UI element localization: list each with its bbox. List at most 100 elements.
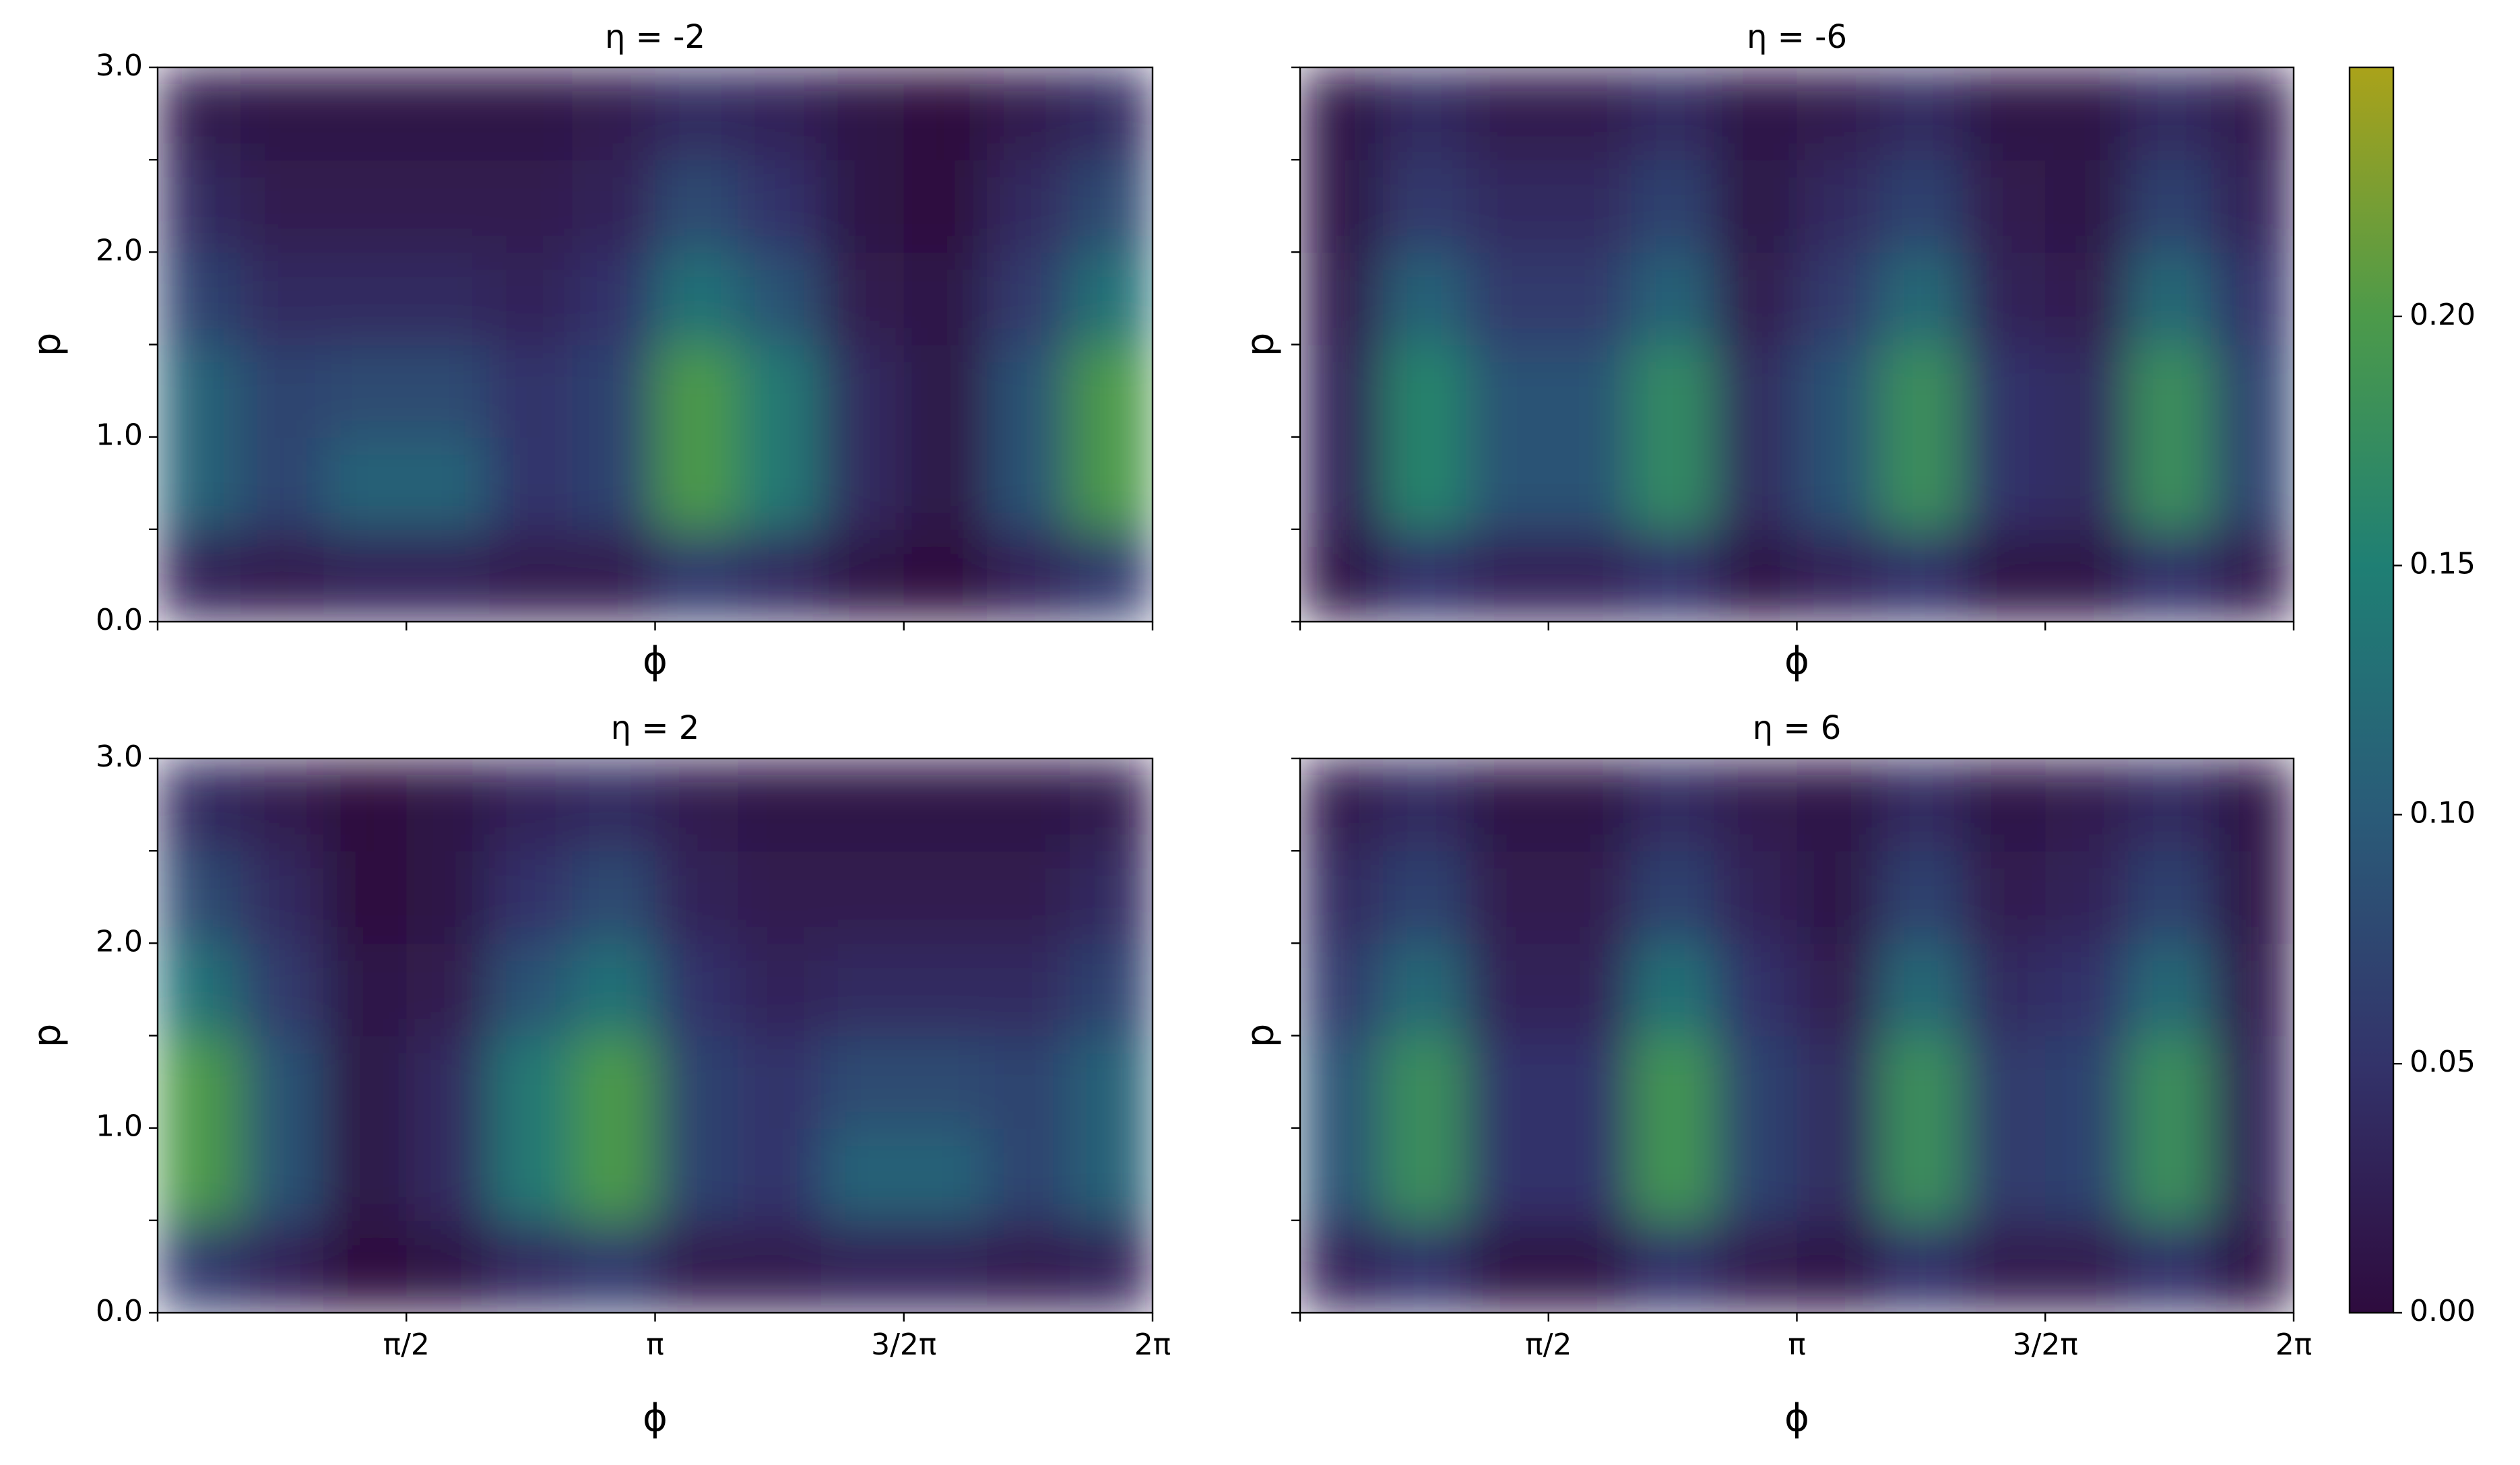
colorbar-tick-label: 0.10: [2410, 795, 2476, 830]
y-axis-label: p: [26, 333, 69, 357]
heat-cell: [738, 344, 822, 438]
heat-cell: [986, 344, 1070, 438]
heat-cell: [1382, 344, 1466, 438]
heat-cell: [1962, 252, 2046, 346]
heat-cell: [572, 851, 656, 944]
heat-cell: [738, 943, 822, 1037]
heat-cell: [406, 1035, 490, 1129]
heat-cell: [2211, 943, 2294, 1037]
heat-cell: [1465, 851, 1549, 944]
heat-cell: [738, 758, 822, 852]
heat-cell: [820, 758, 905, 852]
y-tick-label: 1.0: [96, 1109, 143, 1144]
title: η = 6: [1753, 709, 1842, 747]
heat-cell: [1382, 436, 1466, 530]
heat-cell: [2045, 160, 2129, 253]
heat-cell: [1465, 1035, 1549, 1129]
heat-cell: [158, 1220, 242, 1313]
heat-cell: [2211, 1035, 2294, 1129]
heat-cell: [323, 436, 408, 530]
heat-cell: [986, 943, 1070, 1037]
heat-cell: [903, 252, 988, 346]
heat-cell: [1714, 1035, 1798, 1129]
heat-cell: [1300, 67, 1384, 161]
heat-cell: [986, 252, 1070, 346]
heat-cell: [2211, 252, 2294, 346]
heat-cell: [1069, 160, 1153, 253]
heat-cell: [1548, 943, 1632, 1037]
heat-cell: [2211, 160, 2294, 253]
heat-cell: [1797, 943, 1881, 1037]
heat-cell: [406, 529, 490, 622]
heat-cell: [1069, 252, 1153, 346]
heatmap-cells: [158, 758, 1153, 1313]
heat-cell: [2128, 67, 2212, 161]
heat-cell: [489, 436, 573, 530]
heat-cell: [2128, 943, 2212, 1037]
heat-cell: [986, 1035, 1070, 1129]
heat-cell: [158, 758, 242, 852]
heat-cell: [655, 436, 739, 530]
heat-cell: [655, 1035, 739, 1129]
heat-cell: [820, 67, 905, 161]
heatmap: [158, 758, 1153, 1313]
heat-cell: [1548, 252, 1632, 346]
heat-cell: [1548, 160, 1632, 253]
heat-cell: [240, 1128, 325, 1221]
heat-cell: [1631, 851, 1715, 944]
y-axis-label: p: [1239, 333, 1283, 357]
heat-cell: [1714, 758, 1798, 852]
heat-cell: [2128, 436, 2212, 530]
heat-cell: [820, 436, 905, 530]
x-tick-label: π: [1788, 1328, 1806, 1362]
heat-cell: [489, 943, 573, 1037]
heat-cell: [489, 67, 573, 161]
x-axis-label: ϕ: [643, 639, 668, 683]
heat-cell: [572, 1128, 656, 1221]
heat-cell: [738, 851, 822, 944]
heat-cell: [738, 529, 822, 622]
heat-cell: [903, 758, 988, 852]
heat-cell: [1548, 1220, 1632, 1313]
heat-cell: [655, 344, 739, 438]
heat-cell: [655, 1128, 739, 1221]
heat-cell: [1069, 1035, 1153, 1129]
heatmap: [158, 67, 1153, 622]
heat-cell: [1300, 1035, 1384, 1129]
heat-cell: [1300, 252, 1384, 346]
heat-cell: [1631, 758, 1715, 852]
heat-cell: [2211, 758, 2294, 852]
heat-cell: [1879, 1220, 1964, 1313]
heat-cell: [738, 160, 822, 253]
heat-cell: [1797, 67, 1881, 161]
heat-cell: [1962, 943, 2046, 1037]
heat-cell: [1714, 160, 1798, 253]
heat-cell: [1714, 344, 1798, 438]
heat-cell: [903, 160, 988, 253]
heat-cell: [406, 436, 490, 530]
heat-cell: [1714, 436, 1798, 530]
heat-cell: [323, 160, 408, 253]
heat-cell: [240, 1220, 325, 1313]
heat-cell: [2211, 436, 2294, 530]
heat-cell: [572, 344, 656, 438]
heat-cell: [820, 1035, 905, 1129]
heat-cell: [1714, 943, 1798, 1037]
heat-cell: [1465, 160, 1549, 253]
heat-cell: [1382, 529, 1466, 622]
y-tick-label: 3.0: [96, 48, 143, 83]
heat-cell: [158, 943, 242, 1037]
heat-cell: [2045, 1220, 2129, 1313]
x-axis-label: ϕ: [1784, 639, 1809, 683]
x-tick-label: 3/2π: [871, 1328, 936, 1362]
heat-cell: [903, 1128, 988, 1221]
heat-cell: [323, 758, 408, 852]
heatmap-cells: [1300, 67, 2294, 622]
heat-cell: [1797, 529, 1881, 622]
heat-cell: [820, 1128, 905, 1221]
heat-cell: [903, 344, 988, 438]
heat-cell: [158, 1128, 242, 1221]
heat-cell: [240, 67, 325, 161]
heat-cell: [406, 758, 490, 852]
heat-cell: [1465, 436, 1549, 530]
